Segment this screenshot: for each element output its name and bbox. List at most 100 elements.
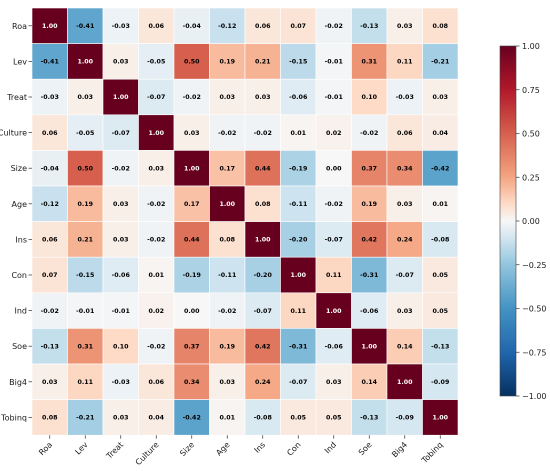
cell-value-label: -0.15 (289, 59, 307, 66)
heatmap-cell-treat-tobinq (422, 78, 459, 116)
x-tick-label-culture: Culture (134, 440, 161, 467)
cell-value-label: 0.03 (113, 59, 129, 66)
x-tick-label-lev: Lev (73, 440, 89, 456)
heatmap-cell-roa-treat (102, 7, 139, 44)
cell-value-label: 0.44 (255, 165, 271, 172)
heatmap-cell-big4-culture (138, 363, 175, 400)
heatmap-cell-age-ins (244, 185, 281, 222)
colorbar-tick-label: 0.50 (522, 130, 540, 139)
heatmap-cell-culture-soe (351, 114, 388, 151)
cell-value-label: 0.05 (290, 415, 306, 422)
heatmap-cell-treat-treat (102, 78, 139, 116)
heatmap-cell-tobinq-treat (102, 399, 139, 436)
cell-value-label: -0.07 (325, 237, 343, 244)
cell-value-label: -0.02 (325, 201, 343, 208)
cell-value-label: -0.42 (183, 415, 201, 422)
cell-value-label: -0.03 (396, 94, 414, 101)
heatmap-cell-lev-ind (315, 43, 352, 80)
heatmap-cell-ins-tobinq (422, 221, 459, 258)
colorbar: 1.00 0.75 0.50 0.25 0.00 −0.25 −0.50 −0.75 −1.00 (499, 42, 547, 401)
heatmap-cell-size-big4 (386, 150, 423, 187)
y-tick-label-lev: Lev (13, 57, 27, 66)
cell-value-label: -0.08 (254, 415, 272, 422)
heatmap-cell-soe-size (173, 328, 210, 365)
heatmap-cell-con-size (173, 256, 210, 294)
cell-value-label: -0.11 (218, 272, 236, 279)
cell-value-label: -0.41 (76, 23, 94, 30)
y-tick-label-tobinq: Tobinq (0, 413, 27, 422)
cell-value-label: -0.42 (431, 165, 449, 172)
cell-value-label: 1.00 (397, 379, 413, 386)
y-tick-label-size: Size (11, 164, 28, 173)
y-tick-label-ins: Ins (15, 235, 27, 244)
y-tick-label-age: Age (12, 200, 28, 209)
x-tick-label-age: Age (214, 440, 231, 457)
cell-value-label: 0.00 (326, 165, 342, 172)
colorbar-tick-label: 1.00 (522, 42, 540, 51)
cell-value-label: 0.17 (219, 165, 235, 172)
cell-value-label: -0.06 (325, 343, 344, 350)
heatmap-cell-ind-big4 (386, 292, 423, 329)
cell-value-label: -0.01 (325, 94, 343, 101)
heatmap-cell-soe-soe (351, 328, 388, 365)
heatmap-cell-tobinq-soe (351, 399, 388, 436)
cell-value-label: 0.04 (148, 415, 164, 422)
cell-value-label: 0.37 (184, 343, 200, 350)
cell-value-label: 0.11 (326, 272, 342, 279)
heatmap-cell-age-culture (138, 185, 175, 222)
heatmap-cell-treat-ins (244, 78, 281, 116)
cell-value-label: 0.03 (113, 415, 129, 422)
heatmap-cell-ind-age (209, 292, 246, 329)
cell-value-label: 0.03 (326, 379, 342, 386)
heatmap-cell-culture-ins (244, 114, 281, 151)
cell-value-label: 0.37 (361, 165, 377, 172)
cell-value-label: -0.21 (76, 415, 94, 422)
cell-value-label: 0.31 (77, 343, 93, 350)
cell-value-label: 0.03 (77, 94, 93, 101)
heatmap-cell-culture-roa (31, 114, 68, 151)
heatmap-cell-roa-con (280, 7, 317, 44)
cell-value-label: 0.19 (77, 201, 93, 208)
cell-value-label: 0.31 (361, 59, 377, 66)
cell-value-label: 0.04 (432, 130, 448, 137)
cell-value-label: 0.14 (361, 379, 377, 386)
cell-value-label: -0.02 (218, 130, 236, 137)
x-tick-label-ins: Ins (253, 440, 268, 455)
heatmap-cell-size-size (173, 150, 210, 187)
heatmap-cell-big4-treat (102, 363, 139, 400)
heatmap-cell-lev-soe (351, 43, 388, 80)
heatmap-cell-ind-treat (102, 292, 139, 329)
cell-value-label: -0.03 (112, 23, 130, 30)
heatmap-cell-size-treat (102, 150, 139, 187)
cell-value-label: 0.03 (219, 379, 235, 386)
heatmap-cell-ins-treat (102, 221, 139, 258)
heatmap-cell-roa-lev (67, 7, 104, 44)
heatmap-cell-roa-tobinq (422, 7, 459, 44)
cell-value-label: -0.09 (431, 379, 449, 386)
heatmap-cell-con-soe (351, 256, 388, 294)
heatmap-cell-culture-age (209, 114, 246, 151)
heatmap-cell-lev-size (173, 43, 210, 80)
cell-value-label: 1.00 (432, 415, 448, 422)
cell-value-label: 0.01 (290, 130, 306, 137)
heatmap-cell-ins-lev (67, 221, 104, 258)
colorbar-gradient (499, 45, 517, 397)
y-tick-label-roa: Roa (12, 22, 27, 31)
heatmap-cell-ind-con (280, 292, 317, 329)
cell-value-label: -0.12 (218, 23, 236, 30)
heatmap-cell-soe-lev (67, 328, 104, 365)
heatmap-cell-lev-culture (138, 43, 175, 80)
heatmap-cell-soe-culture (138, 328, 175, 365)
cell-value-label: 0.02 (148, 308, 164, 315)
cell-value-label: -0.31 (360, 272, 378, 279)
heatmap-cell-big4-soe (351, 363, 388, 400)
cell-value-label: -0.31 (289, 343, 307, 350)
heatmap-cell-culture-treat (102, 114, 139, 151)
heatmap-cell-ind-lev (67, 292, 104, 329)
heatmap-cell-ins-soe (351, 221, 388, 258)
x-tick-label-con: Con (285, 440, 302, 457)
cell-value-label: 0.03 (148, 165, 164, 172)
cell-value-label: 0.03 (113, 237, 129, 244)
cell-value-label: 0.06 (42, 237, 58, 244)
colorbar-tick-label: −0.75 (522, 348, 547, 357)
